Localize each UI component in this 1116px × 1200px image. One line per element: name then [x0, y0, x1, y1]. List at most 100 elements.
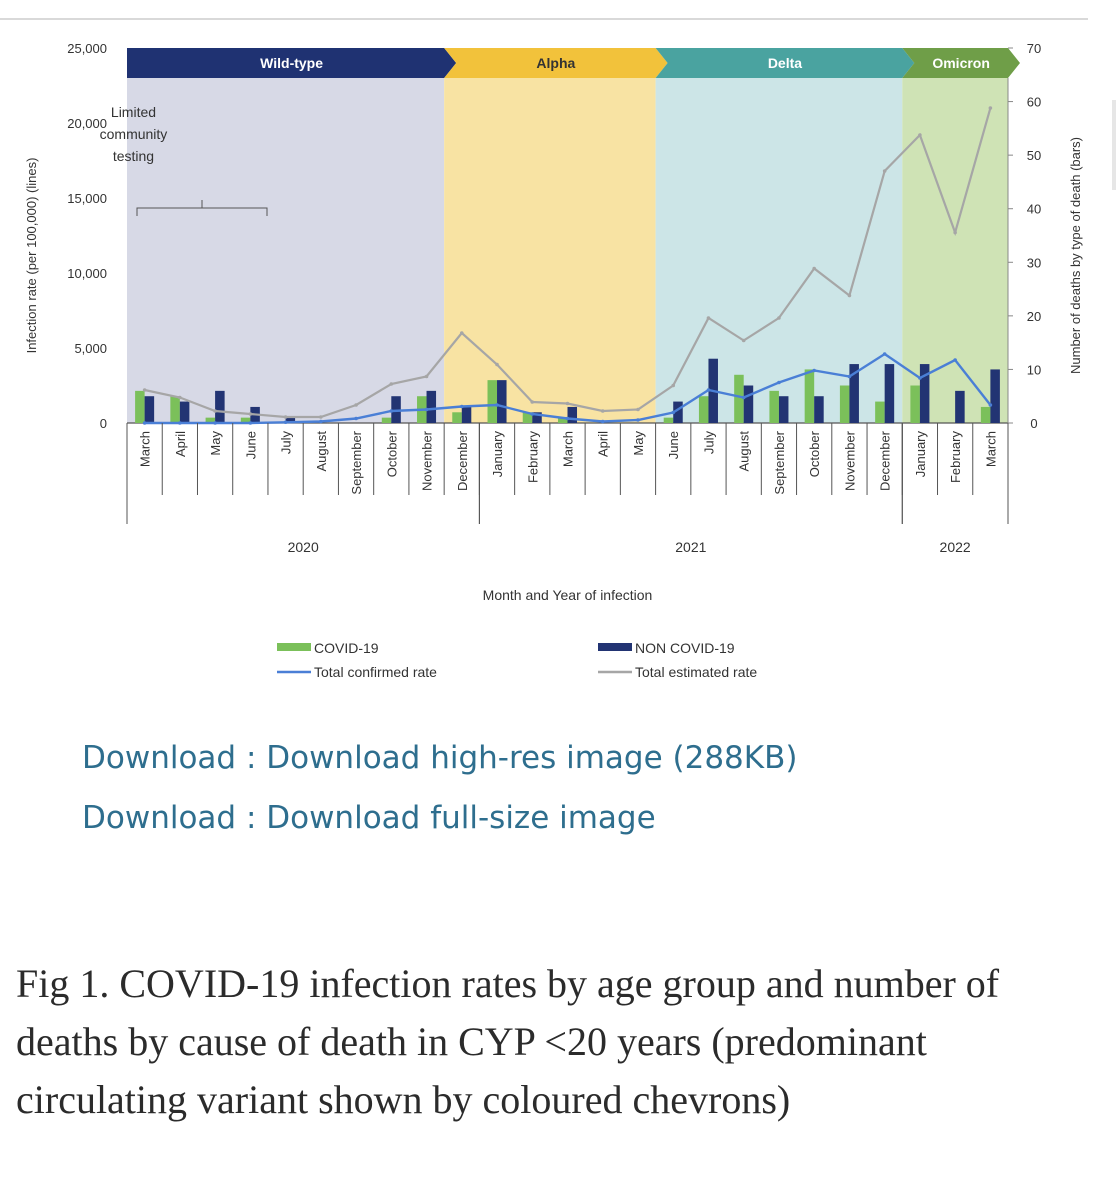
estimated-rate-point	[495, 362, 499, 367]
month-label: April	[173, 431, 188, 457]
covid-bar	[875, 401, 885, 423]
estimated-rate-point	[178, 395, 182, 400]
month-label: August	[737, 431, 752, 472]
estimated-rate-point	[636, 407, 640, 412]
confirmed-rate-point	[600, 419, 605, 424]
month-label: December	[878, 430, 893, 491]
non-covid-bar	[285, 417, 296, 423]
covid-bar	[487, 380, 498, 423]
estimated-rate-point	[741, 338, 746, 343]
annotation-text: testing	[113, 148, 154, 164]
non-covid-bar	[778, 396, 789, 423]
estimated-rate-point	[812, 266, 816, 271]
covid-bar	[170, 396, 180, 423]
estimated-rate-point	[600, 409, 605, 413]
month-label: November	[420, 430, 435, 491]
estimated-rate-point	[953, 230, 957, 235]
month-label: February	[525, 431, 540, 484]
non-covid-bar	[497, 380, 507, 423]
right-tick-label: 30	[1027, 255, 1041, 270]
legend-covid-swatch	[277, 643, 311, 651]
confirmed-rate-point	[918, 376, 922, 380]
month-label: November	[842, 430, 857, 491]
covid-bar	[734, 374, 744, 423]
confirmed-rate-point	[248, 421, 253, 425]
non-covid-bar	[567, 406, 578, 423]
confirmed-rate-point	[988, 403, 993, 407]
month-label: May	[208, 431, 223, 456]
confirmed-rate-point	[777, 380, 781, 385]
year-label: 2020	[288, 539, 319, 555]
download-fullsize-link[interactable]: Download : Download full-size image	[82, 800, 656, 836]
estimated-rate-point	[424, 374, 429, 379]
non-covid-bar	[955, 390, 965, 423]
estimated-rate-point	[777, 316, 781, 320]
non-covid-bar	[884, 364, 895, 423]
right-tick-label: 0	[1030, 416, 1037, 431]
non-covid-bar	[215, 390, 225, 423]
right-tick-label: 20	[1027, 309, 1041, 324]
month-label: September	[349, 430, 364, 494]
annotation-bracket	[136, 200, 268, 216]
covid-bar	[522, 412, 533, 423]
variant-chevrons: Wild-type Alpha Delta Omicron	[127, 48, 1020, 78]
confirmed-rate-point	[530, 412, 535, 416]
estimated-rate-point	[530, 400, 535, 404]
month-label: January	[913, 431, 928, 478]
confirmed-rate-point	[319, 419, 323, 424]
month-label: March	[983, 431, 998, 467]
lines	[142, 106, 993, 425]
confirmed-rate-point	[178, 421, 182, 425]
confirmed-rate-point	[636, 418, 640, 422]
variant-label: Wild-type	[260, 55, 323, 71]
variant-bands	[127, 78, 1008, 423]
covid-bar	[910, 385, 920, 423]
estimated-rate-point	[918, 133, 922, 137]
month-label: October	[384, 430, 399, 477]
confirmed-rate-point	[213, 421, 217, 425]
month-label: July	[279, 431, 294, 455]
download-hires-link[interactable]: Download : Download high-res image (288K…	[82, 740, 798, 776]
non-covid-bar	[814, 396, 824, 423]
covid-bar	[698, 396, 709, 423]
month-label: September	[772, 430, 787, 494]
right-tick-label: 10	[1027, 362, 1041, 377]
month-label: January	[490, 431, 505, 478]
right-tick-label: 60	[1027, 95, 1041, 110]
right-tick-label: 50	[1027, 148, 1041, 163]
variant-chevron	[127, 48, 457, 78]
confirmed-rate-point	[459, 404, 464, 409]
left-tick-label: 25,000	[67, 41, 107, 56]
month-label: June	[243, 431, 258, 459]
covid-bar	[769, 390, 779, 423]
variant-chevron	[444, 48, 668, 78]
variant-band	[444, 78, 656, 423]
month-label: April	[596, 431, 611, 457]
month-label: July	[701, 431, 716, 455]
covid-bar	[557, 417, 568, 423]
figure-caption: Fig 1. COVID-19 infection rates by age g…	[16, 961, 1000, 1122]
legend-covid-label: COVID-19	[314, 640, 379, 656]
confirmed-rate-point	[389, 409, 394, 413]
estimated-rate-point	[213, 409, 217, 413]
legend-estimated-label: Total estimated rate	[635, 664, 757, 680]
confirmed-rate-point	[706, 388, 711, 392]
left-tick-label: 10,000	[67, 266, 107, 281]
variant-chevron	[655, 48, 915, 78]
estimated-rate-point	[671, 383, 676, 388]
estimated-rate-point	[142, 388, 147, 392]
confirmed-rate-point	[424, 407, 429, 412]
legend-confirmed-label: Total confirmed rate	[314, 664, 437, 680]
confirmed-rate-point	[283, 420, 288, 425]
non-covid-bar	[673, 401, 683, 423]
left-tick-label: 5,000	[74, 341, 107, 356]
variant-chevron	[902, 48, 1020, 78]
top-divider	[0, 18, 1088, 20]
confirmed-rate-point	[671, 410, 676, 415]
non-covid-bar	[919, 364, 930, 423]
estimated-rate-point	[988, 106, 993, 110]
month-label: February	[948, 431, 963, 484]
variant-band	[127, 78, 445, 423]
covid-bar	[839, 385, 850, 423]
non-covid-bar	[849, 364, 859, 423]
